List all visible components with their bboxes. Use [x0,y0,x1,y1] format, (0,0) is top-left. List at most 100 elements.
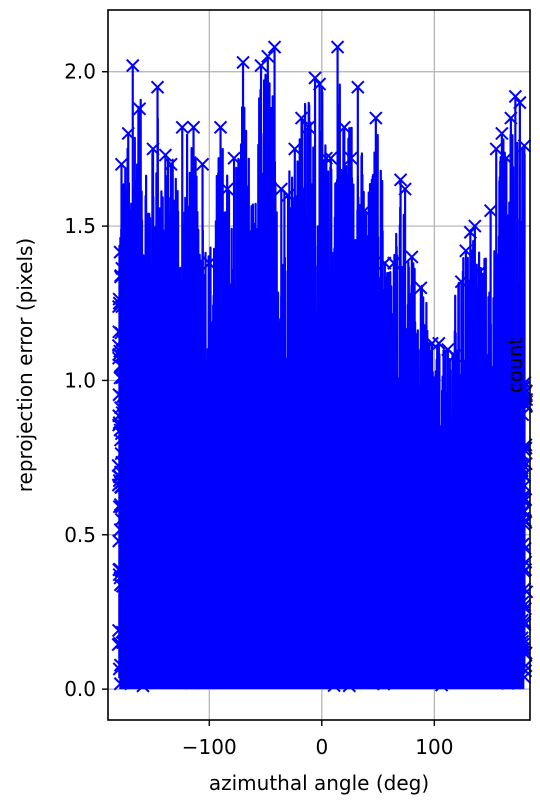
data-point-marker [515,634,530,649]
data-point-marker [406,665,420,679]
data-point-marker [113,677,128,691]
data-point-marker [126,58,140,73]
plot-frame [107,9,531,721]
data-point-marker [337,120,352,135]
data-point-marker [112,325,126,339]
data-point-marker [371,644,385,658]
data-point-marker [513,95,527,110]
data-point-marker [405,250,419,264]
data-point-marker [236,55,250,70]
data-point-marker [301,120,316,135]
data-point-marker [369,111,383,125]
data-point-marker [227,151,241,165]
data-point-marker [501,676,515,691]
data-point-marker [226,669,240,684]
data-point-marker [169,655,184,669]
data-point-marker [351,80,365,94]
data-point-marker [515,493,530,507]
data-point-marker [114,157,129,172]
data-point-marker [150,80,165,94]
data-point-marker [175,120,189,135]
data-point-marker [376,677,391,691]
data-point-marker [243,225,257,239]
data-point-marker [267,40,282,54]
data-point-marker [288,142,302,156]
data-point-marker [184,676,199,690]
data-point-marker [112,563,126,577]
data-point-marker [308,71,322,85]
data-point-marker [113,371,127,385]
data-point-marker [472,265,487,280]
data-point-marker [139,643,154,658]
data-point-marker [112,636,127,650]
data-point-marker [358,672,373,687]
data-point-marker [432,336,446,351]
data-point-marker [312,77,327,91]
data-point-marker [112,468,126,483]
data-point-marker [142,671,157,686]
data-point-marker [515,447,529,462]
y-tick-label: 0.0 [64,677,96,701]
data-point-marker [254,674,268,689]
data-point-marker [300,644,314,658]
data-point-marker [132,102,147,116]
x-tick-label: −100 [182,735,237,759]
data-point-marker [340,671,355,685]
data-point-marker [314,656,328,670]
data-point-marker [112,409,126,423]
data-point-marker [294,111,309,125]
y-tick-label: 1.5 [64,214,96,238]
data-point-marker [113,344,127,358]
data-point-marker [112,567,126,582]
data-point-marker [387,256,401,270]
data-point-marker [220,182,234,196]
data-series [111,40,534,693]
data-point-marker [281,188,295,202]
data-point-marker [344,151,358,165]
data-point-marker [447,673,462,688]
x-tick-label: 100 [415,735,453,759]
data-point-marker [444,672,459,687]
data-point-marker [508,89,523,104]
data-point-marker [511,650,525,664]
data-point-marker [300,665,314,679]
data-point-marker [414,281,428,295]
data-point-marker [186,120,201,135]
y-tick-label: 2.0 [64,60,96,84]
data-point-marker [212,675,226,689]
data-point-marker [357,203,372,218]
data-point-marker [202,256,216,270]
data-point-marker [324,151,338,165]
right-axis-label: count [503,337,527,394]
data-point-marker [213,120,228,135]
axis-ticks: −100 0 100 0.0 0.5 1.0 1.5 2.0 [64,60,453,759]
data-point-marker [113,245,127,259]
data-point-marker [468,219,482,233]
data-point-marker [111,299,126,314]
data-point-marker [195,157,210,172]
y-tick-label: 1.0 [64,368,96,392]
x-axis-label: azimuthal angle (deg) [209,771,429,795]
data-point-marker [517,139,532,153]
data-point-marker [515,464,529,478]
data-point-marker [330,40,345,54]
data-point-marker [254,58,268,73]
data-point-marker [406,642,421,657]
data-point-marker [158,148,173,162]
data-point-marker [447,349,462,363]
data-point-marker [515,384,530,398]
y-tick-label: 0.5 [64,523,96,547]
data-point-marker [261,49,275,64]
data-point-marker [113,523,127,537]
data-point-marker [495,126,509,141]
data-point-marker [483,203,498,218]
data-point-marker [327,678,341,693]
data-point-marker [112,534,126,548]
data-point-marker [112,662,127,676]
data-point-marker [472,673,487,688]
data-point-marker [497,648,512,663]
data-point-marker [398,182,412,196]
data-point-marker [515,407,530,422]
data-point-marker [177,659,191,673]
